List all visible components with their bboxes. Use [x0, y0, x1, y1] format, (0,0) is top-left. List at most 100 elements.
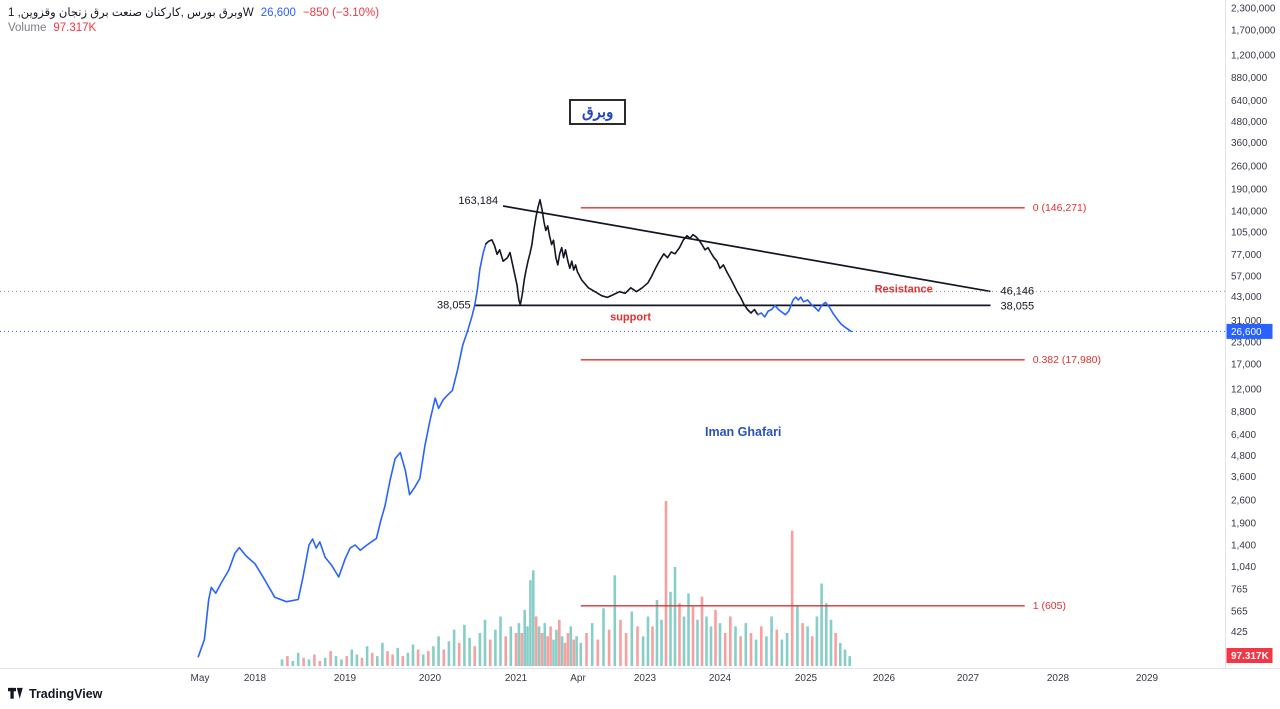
y-axis-tick: 3,600: [1231, 472, 1256, 483]
volume-bar: [340, 659, 343, 666]
volume-bar: [552, 639, 555, 666]
volume-bar: [386, 651, 389, 666]
signature-text[interactable]: Iman Ghafari: [705, 425, 781, 439]
volume-bar: [682, 616, 686, 666]
volume-bar: [744, 623, 748, 666]
volume-bar: [523, 609, 526, 666]
last-volume-badge: [1226, 648, 1273, 663]
volume-bar: [514, 633, 518, 666]
volume-bar: [355, 654, 359, 667]
volume-bar: [687, 593, 690, 666]
price-line-segment-blue[interactable]: [756, 296, 853, 333]
volume-bar: [563, 642, 567, 666]
y-axis-tick: 425: [1231, 627, 1248, 638]
volume-bar: [302, 657, 305, 667]
support-left-label: 38,055: [437, 299, 471, 311]
volume-bar: [714, 609, 717, 666]
volume-bar: [785, 633, 789, 666]
y-axis-tick: 1,040: [1231, 562, 1256, 573]
symbol-legend: وبرق بورس ,کارکنان صنعت برق زنجان وقزوین…: [8, 6, 379, 36]
y-axis-tick: 1,900: [1231, 518, 1256, 529]
tradingview-attribution[interactable]: TradingView: [8, 686, 102, 701]
volume-bar: [499, 616, 502, 666]
x-axis-tick: 2025: [795, 673, 818, 684]
volume-bar: [534, 616, 538, 666]
volume-bar: [546, 636, 549, 666]
volume-bar: [488, 639, 492, 666]
volume-bar: [641, 636, 645, 666]
volume-bar: [447, 641, 451, 667]
price-line-segment-blue[interactable]: [197, 243, 487, 658]
symbol-watermark-textbox[interactable]: وبرق: [569, 99, 627, 125]
volume-bar: [468, 638, 471, 667]
volume-bar: [483, 619, 487, 666]
x-axis-tick: May: [191, 673, 210, 684]
support-text[interactable]: support: [610, 312, 651, 324]
volume-bar: [416, 649, 420, 666]
x-axis-tick: 2020: [419, 673, 442, 684]
volume-bar: [370, 652, 374, 666]
volume-bar: [760, 626, 763, 666]
tradingview-brand-text[interactable]: TradingView: [29, 686, 103, 701]
volume-bar: [360, 657, 364, 667]
y-axis-tick: 190,000: [1231, 184, 1268, 195]
volume-bar: [318, 661, 322, 666]
volume-bar: [691, 606, 695, 666]
volume-label[interactable]: Volume: [8, 22, 47, 34]
y-axis-tick: 4,800: [1231, 451, 1256, 462]
y-axis-tick: 1,200,000: [1231, 51, 1276, 62]
x-axis-tick: Apr: [570, 673, 586, 684]
volume-bar: [427, 651, 430, 666]
volume-bar: [590, 623, 594, 666]
volume-bar: [411, 644, 415, 666]
y-axis-tick: 105,000: [1231, 227, 1268, 238]
volume-bar: [739, 636, 742, 666]
volume-bar: [323, 657, 327, 667]
volume-bar: [848, 656, 851, 666]
volume-bar: [630, 611, 634, 666]
volume-bar: [825, 603, 828, 666]
symbol-title[interactable]: وبرق بورس ,کارکنان صنعت برق زنجان وقزوین…: [8, 7, 254, 19]
volume-bar: [494, 629, 497, 666]
volume-bar: [723, 633, 727, 666]
volume-bar: [437, 636, 440, 666]
y-axis-tick: 565: [1231, 606, 1248, 617]
volume-bar: [801, 623, 804, 666]
volume-bar: [729, 616, 732, 666]
volume-bar: [555, 629, 558, 666]
volume-bar: [473, 646, 476, 666]
y-axis-tick: 765: [1231, 584, 1248, 595]
volume-bar: [843, 649, 847, 666]
volume-bar: [396, 647, 399, 666]
volume-bar: [619, 619, 622, 666]
price-change: −850 (−3.10%): [302, 7, 380, 19]
volume-bar: [406, 652, 410, 666]
volume-bar: [613, 575, 617, 667]
volume-bar: [442, 649, 446, 666]
volume-bar: [696, 619, 699, 666]
volume-bar: [334, 656, 338, 666]
peak-price-label: 163,184: [458, 195, 498, 207]
volume-bar: [646, 616, 650, 666]
y-axis-tick: 17,000: [1231, 359, 1262, 370]
volume-bar: [602, 608, 605, 666]
volume-bar: [350, 649, 354, 666]
volume-bar: [421, 654, 425, 667]
volume-bar: [754, 639, 758, 666]
price-axis[interactable]: [1225, 0, 1280, 668]
volume-bar: [401, 656, 405, 666]
descending-trendline[interactable]: [502, 205, 991, 293]
volume-value: 97.317K: [53, 22, 97, 34]
volume-bar: [280, 659, 284, 666]
volume-bar: [829, 619, 833, 666]
volume-bar: [291, 661, 295, 666]
y-axis-tick: 480,000: [1231, 117, 1268, 128]
volume-bar: [381, 642, 384, 666]
volume-bar: [709, 626, 713, 666]
volume-bar: [770, 616, 773, 666]
time-axis[interactable]: [0, 668, 1225, 692]
volume-bar: [669, 591, 672, 667]
price-line-segment-black[interactable]: [485, 199, 759, 316]
resistance-text[interactable]: Resistance: [875, 283, 933, 295]
